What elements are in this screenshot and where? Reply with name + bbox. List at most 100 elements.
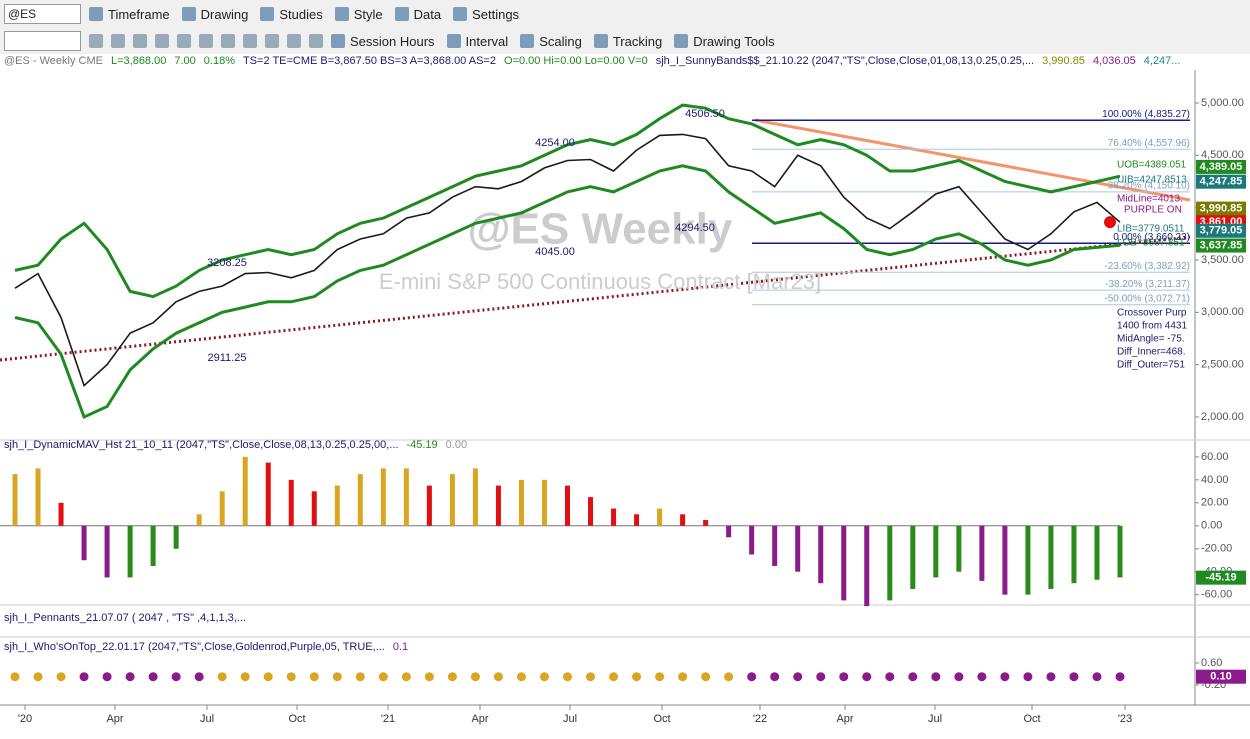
button-label: Data: [413, 6, 442, 22]
hist-bar: [334, 485, 340, 526]
fib-label: 38.20% (4,150.10): [1108, 181, 1190, 192]
y-tick-label: 3,500.00: [1201, 254, 1244, 266]
hist-bar: [1002, 525, 1008, 595]
state-dot: [1046, 672, 1056, 682]
hist-bar: [887, 525, 893, 601]
panel-zero: 0.00: [446, 439, 467, 451]
status-item: 4,036.05: [1093, 55, 1136, 67]
button-label: Drawing Tools: [693, 33, 775, 49]
last-price-dot: [1104, 216, 1116, 229]
state-dot: [263, 672, 273, 682]
y-tick-label: 3,000.00: [1201, 306, 1244, 318]
button-label: Timeframe: [108, 6, 170, 22]
toolbar-button[interactable]: Settings: [453, 7, 519, 22]
state-dot: [539, 672, 549, 682]
upper-band: [14, 103, 1121, 299]
button-label: Drawing: [200, 6, 249, 22]
hist-bar: [933, 525, 939, 578]
toolbar-button[interactable]: Style: [334, 7, 383, 22]
band-note: PURPLE ON: [1124, 205, 1182, 216]
hist-bar: [380, 468, 386, 526]
hist-bar: [772, 525, 778, 566]
button-label: Studies: [279, 6, 323, 22]
x-tick-label: '23: [1118, 713, 1132, 725]
state-dot: [977, 672, 987, 682]
hist-bar: [565, 485, 570, 526]
fib-label: -50.00% (3,072.71): [1104, 293, 1190, 304]
y-tick-label: 4,500.00: [1201, 149, 1244, 161]
hist-bar: [242, 456, 248, 526]
toolbar-button[interactable]: Tracking: [593, 33, 663, 49]
toolbar-button[interactable]: Data: [394, 6, 442, 22]
panel-last: -45.19: [406, 439, 437, 451]
toolbar-button[interactable]: Timeframe: [89, 7, 170, 22]
button-label: Scaling: [539, 33, 582, 49]
hist-bar: [311, 491, 317, 526]
info-line: Diff_Inner=468.: [1117, 347, 1185, 358]
toolbar-button[interactable]: Studies: [260, 6, 323, 22]
x-tick-label: Apr: [836, 713, 853, 725]
price-note: 4254.00: [535, 137, 575, 149]
state-dot: [286, 672, 296, 682]
x-tick-label: Oct: [653, 713, 670, 725]
y-tick-label: 2,000.00: [1201, 411, 1244, 423]
hist-bar: [634, 514, 640, 526]
value-flag: [1196, 570, 1246, 585]
x-tick-label: '22: [753, 713, 767, 725]
status-item: O=0.00 Hi=0.00 Lo=0.00 V=0: [504, 55, 648, 67]
y-tick-label: 60.00: [1201, 451, 1229, 463]
watermark-sub: E-mini S&P 500 Continuous Contract [Mar2…: [379, 269, 821, 294]
toolbar-button[interactable]: Session Hours: [331, 34, 435, 49]
toolbar-button[interactable]: Drawing Tools: [674, 33, 775, 49]
hist-bar: [956, 525, 962, 572]
state-dot: [240, 672, 250, 682]
fib-label: 76.40% (4,557.96): [1108, 138, 1190, 149]
hist-bar: [495, 485, 501, 526]
hist-bar: [726, 525, 732, 538]
hist-bar: [611, 508, 617, 526]
symbol-box[interactable]: @ES: [4, 4, 81, 24]
toolbar-button[interactable]: Drawing: [181, 6, 249, 22]
status-item: 7.00: [174, 55, 195, 67]
toolbar-button[interactable]: Interval: [446, 34, 508, 49]
hist-bar: [35, 468, 41, 526]
hist-bar: [795, 525, 801, 572]
hist-bar: [703, 520, 709, 526]
x-tick-label: Oct: [288, 713, 305, 725]
state-dot: [493, 672, 503, 682]
price-line: [14, 133, 1121, 388]
price-flag: [1196, 201, 1246, 216]
state-dot: [217, 672, 227, 682]
price-flag: [1196, 174, 1246, 189]
state-dot: [816, 672, 826, 682]
input-box[interactable]: [4, 31, 81, 51]
button-label: Session Hours: [350, 33, 435, 49]
hist-bar: [449, 474, 455, 526]
hist-bar: [12, 474, 18, 526]
x-tick-label: Jul: [928, 713, 942, 725]
state-dot: [332, 672, 342, 682]
hist-bar: [58, 502, 64, 526]
panel-title-text: sjh_I_Who'sOnTop_22.01.17 (2047,"TS",Clo…: [4, 641, 385, 653]
toolbar-button[interactable]: Scaling: [520, 34, 582, 49]
band-note: MidLine=4013.: [1117, 194, 1183, 205]
price-note: 2911.25: [208, 352, 247, 364]
info-line: 1400 from 4431: [1117, 321, 1187, 332]
hist-bar: [979, 525, 985, 581]
y-tick-label: 0.60: [1201, 657, 1222, 669]
state-dot: [56, 672, 66, 682]
state-dot: [908, 672, 918, 682]
value-flag-label: -45.19: [1205, 572, 1236, 584]
x-tick-label: '20: [18, 713, 32, 725]
button-label: Settings: [472, 6, 520, 22]
state-dot: [424, 672, 434, 682]
state-dot: [609, 672, 619, 682]
state-dot: [701, 672, 711, 682]
fib-label: 0.00% (3,660.23): [1113, 232, 1190, 243]
state-dot: [470, 672, 480, 682]
info-line: MidAngle= -75.: [1117, 334, 1185, 345]
button-label: Tracking: [612, 33, 663, 49]
price-flag-label: 3,779.05: [1200, 225, 1243, 237]
hist-bar: [818, 525, 824, 584]
